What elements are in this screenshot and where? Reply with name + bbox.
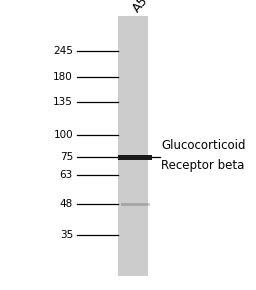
Text: 135: 135: [53, 97, 73, 107]
Text: 48: 48: [60, 200, 73, 209]
Text: 35: 35: [60, 230, 73, 240]
Text: Glucocorticoid: Glucocorticoid: [161, 139, 246, 152]
Text: A549: A549: [131, 0, 161, 14]
Text: Receptor beta: Receptor beta: [161, 159, 245, 172]
Bar: [121, 203, 150, 206]
Text: 180: 180: [53, 72, 73, 82]
Text: 63: 63: [60, 171, 73, 180]
Text: 100: 100: [53, 130, 73, 140]
Bar: [118, 155, 152, 160]
Text: 245: 245: [53, 46, 73, 56]
Bar: [118, 16, 148, 275]
Text: 75: 75: [60, 152, 73, 162]
